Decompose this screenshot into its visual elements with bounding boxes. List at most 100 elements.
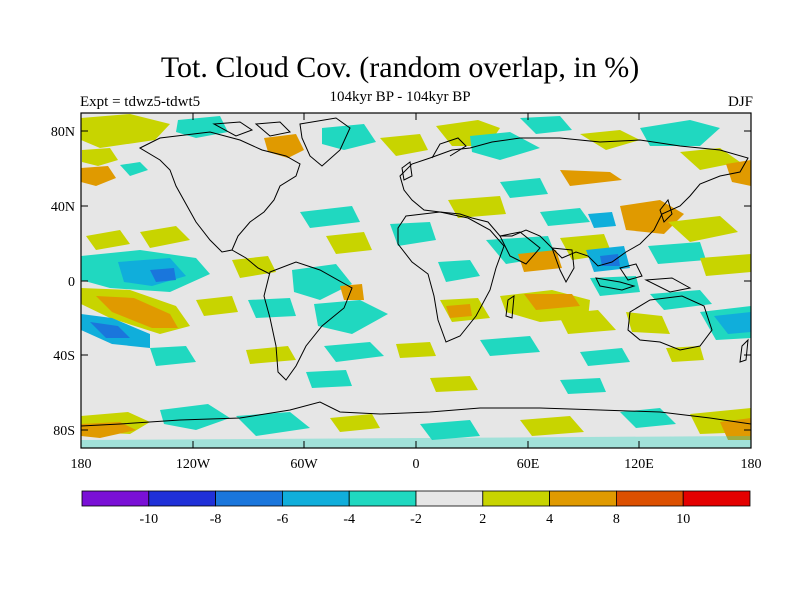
anomaly-region <box>380 134 428 156</box>
anomaly-region <box>81 422 136 438</box>
colorbar-label: -6 <box>277 512 289 527</box>
anomaly-region <box>714 312 751 334</box>
chart-title: Tot. Cloud Cov. (random overlap, in %) <box>160 51 640 84</box>
anomaly-region <box>264 134 304 158</box>
colorbar-swatch <box>215 490 283 507</box>
season-label: DJF <box>727 94 753 110</box>
lon-tick-label: 60W <box>290 457 318 472</box>
anomaly-region <box>292 264 352 300</box>
lon-tick-label: 0 <box>413 457 420 472</box>
anomaly-region <box>726 160 751 186</box>
anomaly-region <box>558 310 616 334</box>
anomaly-region <box>500 178 548 198</box>
anomaly-region <box>300 206 360 228</box>
anomaly-region <box>120 162 148 176</box>
coastlines <box>81 117 751 427</box>
colorbar-swatch <box>81 490 150 507</box>
lon-tick-label: 180 <box>71 457 92 472</box>
anomaly-field <box>81 114 751 448</box>
anomaly-region <box>340 284 364 300</box>
anomaly-region <box>560 170 622 186</box>
anomaly-region <box>626 312 670 334</box>
anomaly-region <box>588 212 616 228</box>
lon-tick-label: 120E <box>624 457 654 472</box>
colorbar-label: 2 <box>479 512 486 527</box>
anomaly-region <box>650 290 712 310</box>
anomaly-region <box>580 348 630 366</box>
anomaly-region <box>86 230 130 250</box>
anomaly-region <box>326 232 372 254</box>
latitude-axis <box>81 130 751 431</box>
colorbar-label: -2 <box>410 512 422 527</box>
lon-tick-label: 180 <box>741 457 762 472</box>
anomaly-region <box>448 196 506 218</box>
anomaly-region <box>176 116 228 138</box>
anomaly-region <box>90 322 130 338</box>
anomaly-region <box>330 414 380 432</box>
colorbar-label: 10 <box>676 512 690 527</box>
anomaly-region <box>150 268 176 282</box>
anomaly-region <box>438 260 480 282</box>
anomaly-region <box>150 346 196 366</box>
longitude-axis <box>80 113 752 448</box>
anomaly-region <box>81 166 116 186</box>
anomaly-region <box>322 124 376 150</box>
anomaly-region <box>196 296 238 316</box>
colorbar-label: 8 <box>613 512 620 527</box>
anomaly-region <box>246 346 296 364</box>
chart-subtitle: 104kyr BP - 104kyr BP <box>329 89 471 105</box>
anomaly-region <box>648 242 706 264</box>
anomaly-region <box>390 222 436 246</box>
lat-tick-label: 0 <box>68 275 75 290</box>
lat-tick-label: 40N <box>51 200 75 215</box>
anomaly-region <box>82 148 118 166</box>
anomaly-region <box>470 132 540 160</box>
anomaly-region <box>524 294 580 310</box>
lat-tick-label: 80S <box>53 424 75 439</box>
anomaly-region <box>480 336 540 356</box>
anomaly-region <box>430 376 478 392</box>
lon-tick-label: 120W <box>176 457 211 472</box>
colorbar-label: -10 <box>139 512 158 527</box>
colorbar-swatch <box>148 490 217 507</box>
anomaly-region <box>306 370 352 388</box>
lat-tick-label: 80N <box>51 125 75 140</box>
colorbar-swatch <box>549 490 617 507</box>
colorbar-swatch <box>616 490 684 507</box>
anomaly-region <box>620 200 684 234</box>
colorbar-label: -4 <box>343 512 355 527</box>
anomaly-region <box>666 346 704 362</box>
anomaly-region <box>446 304 472 318</box>
anomaly-region <box>81 114 170 148</box>
anomaly-region <box>680 148 740 170</box>
anomaly-region <box>140 226 190 248</box>
lon-tick-label: 60E <box>517 457 540 472</box>
colorbar: -10 -8 -6 -4 -2 2 4 8 10 <box>81 490 751 527</box>
anomaly-region <box>248 298 296 318</box>
colorbar-swatch <box>281 490 350 507</box>
colorbar-swatch <box>682 490 751 507</box>
anomaly-region <box>314 300 388 334</box>
anomaly-region <box>96 296 178 328</box>
colorbar-swatch <box>415 490 484 507</box>
anomaly-region <box>560 378 606 394</box>
anomaly-region <box>720 418 751 440</box>
anomaly-region <box>396 342 436 358</box>
colorbar-label: -8 <box>210 512 222 527</box>
anomaly-region <box>640 120 720 146</box>
colorbar-swatch <box>482 490 550 507</box>
anomaly-region <box>520 416 584 436</box>
anomaly-region <box>600 254 620 266</box>
anomaly-region <box>160 404 230 430</box>
anomaly-region <box>420 420 480 440</box>
anomaly-region <box>580 130 640 150</box>
anomaly-region <box>236 412 310 436</box>
anomaly-region <box>518 250 562 272</box>
anomaly-region <box>668 216 738 242</box>
colorbar-swatch <box>348 490 417 507</box>
anomaly-region <box>700 254 751 276</box>
anomaly-region <box>590 276 640 296</box>
anomaly-region <box>520 116 572 134</box>
anomaly-region <box>232 256 276 278</box>
